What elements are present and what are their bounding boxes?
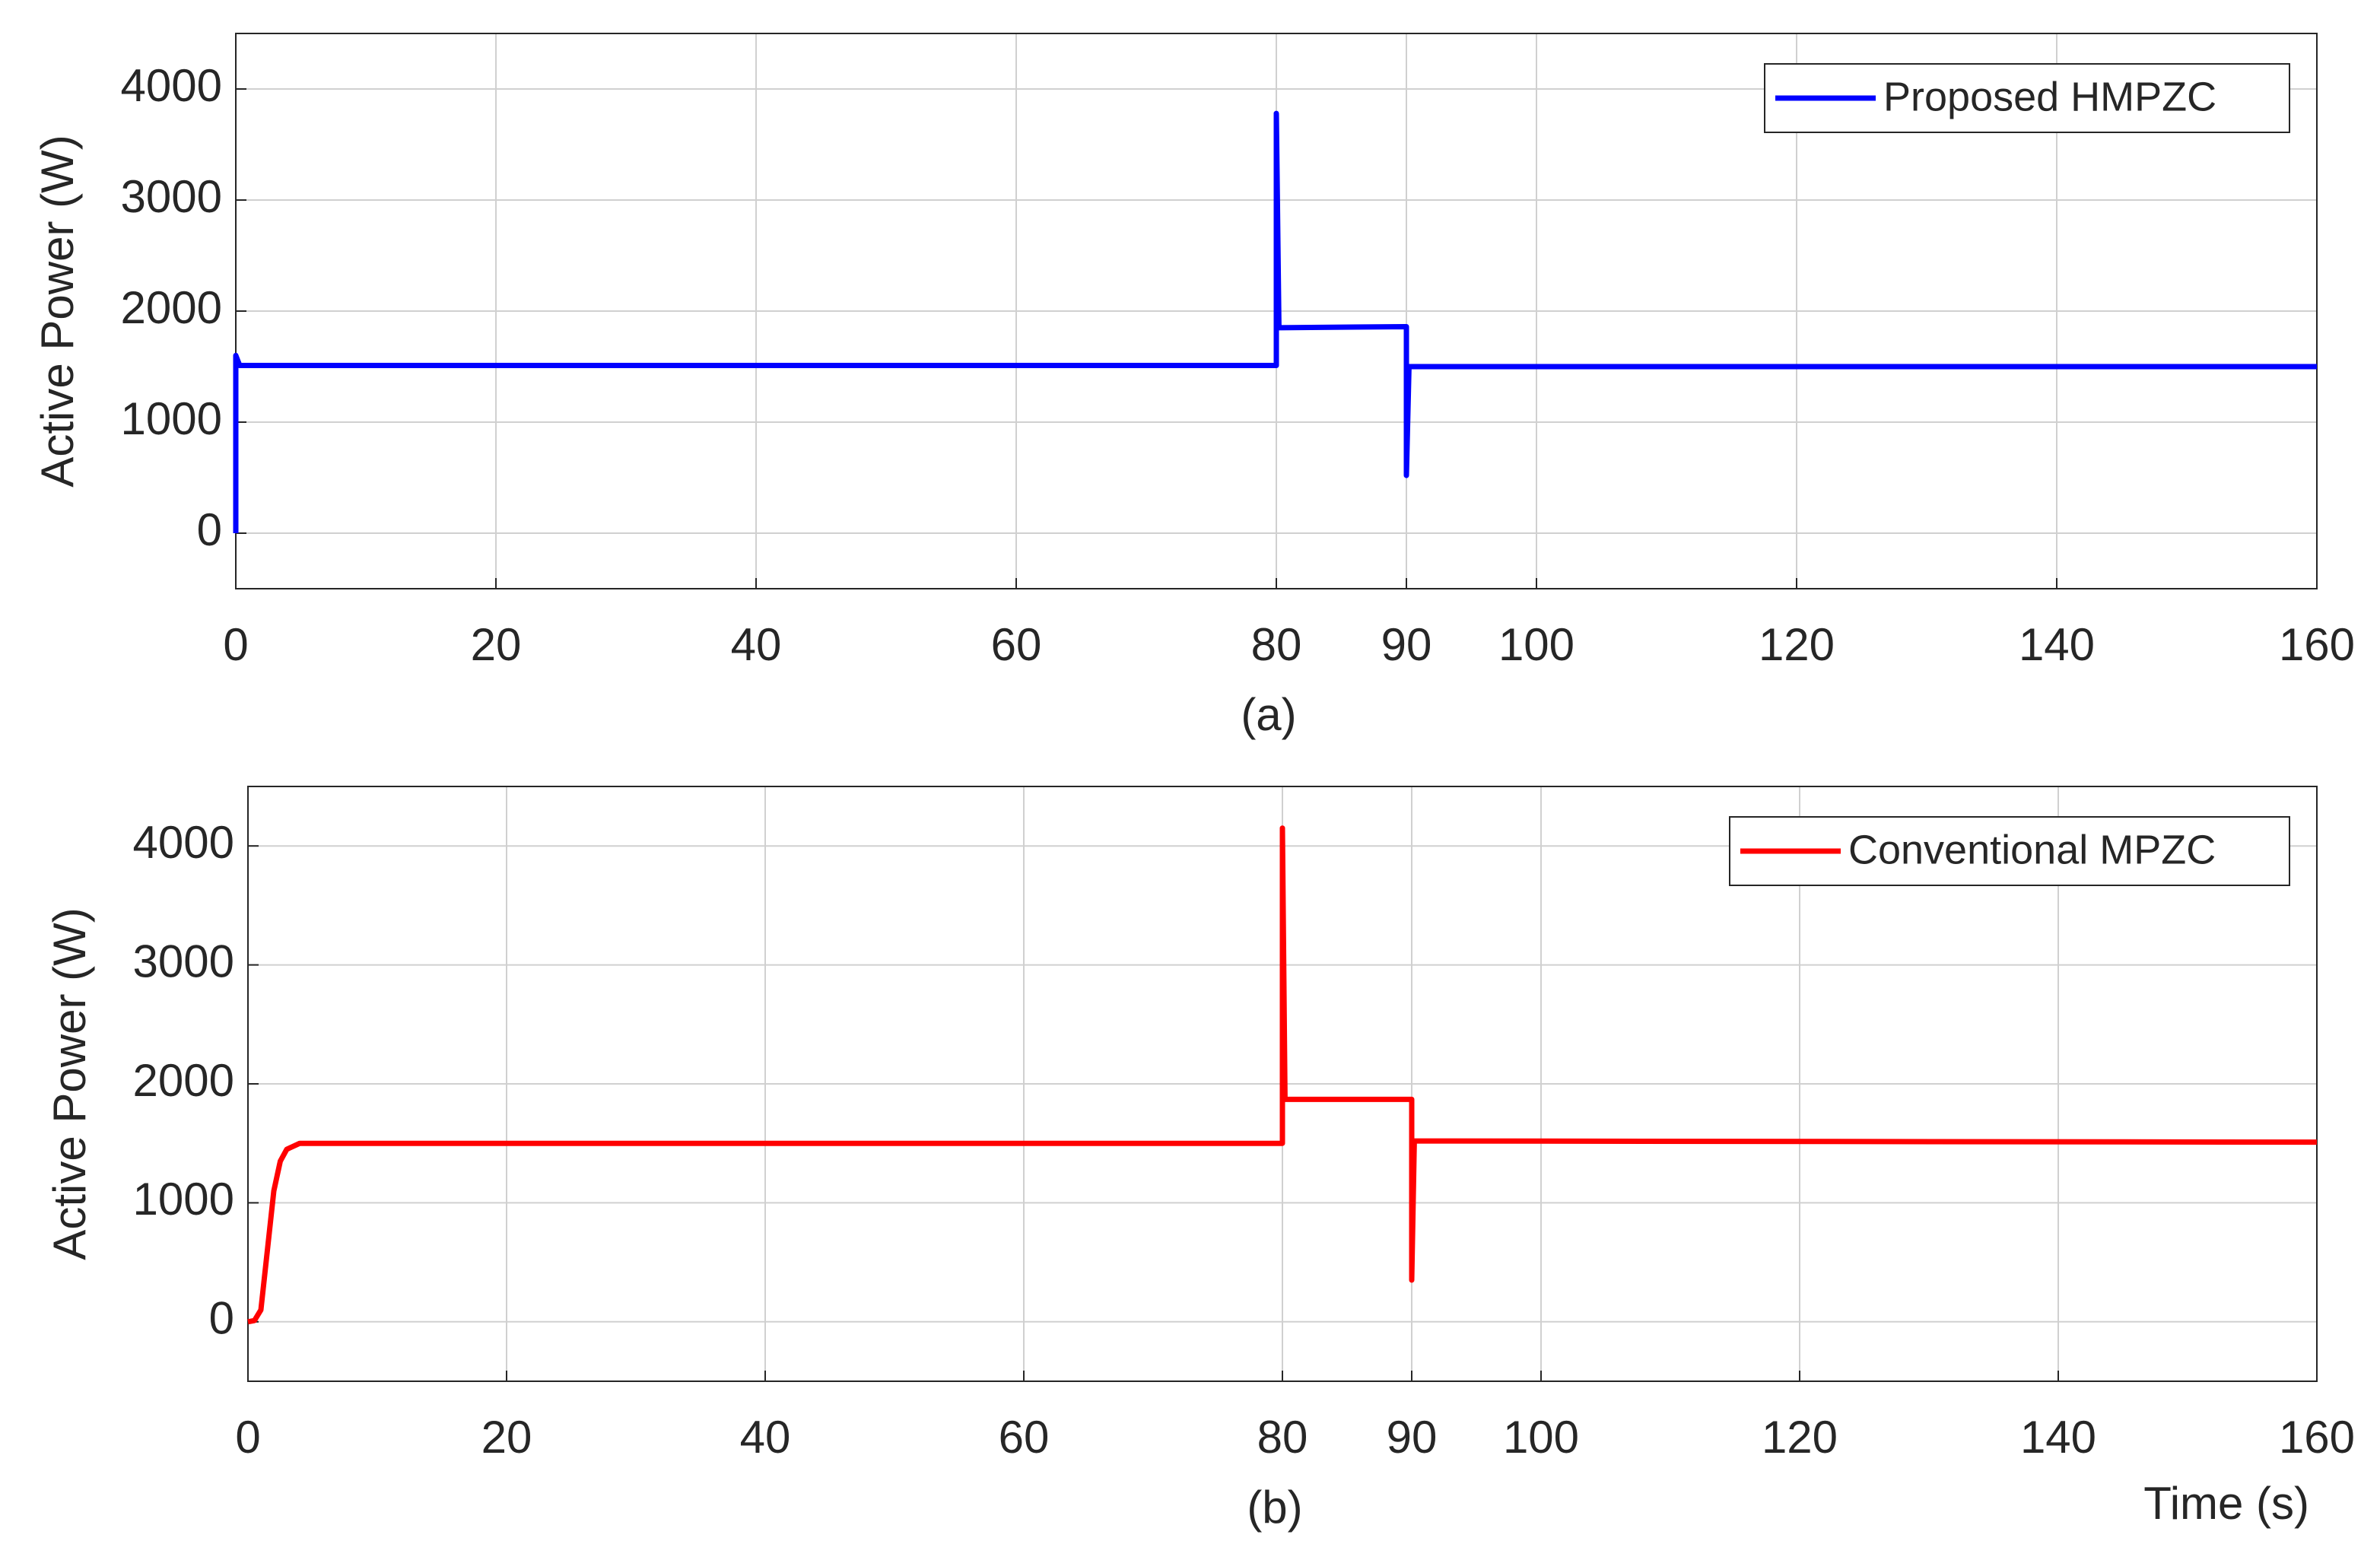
x-tick-label: 140 <box>2020 1412 2096 1463</box>
y-tick-label: 1000 <box>133 1174 234 1225</box>
y-tick-label: 4000 <box>133 817 234 868</box>
x-tick-label: 160 <box>2279 619 2355 670</box>
legend-label: Conventional MPZC <box>1848 827 2216 872</box>
x-tick-label: 20 <box>471 619 522 670</box>
x-tick-label: 0 <box>235 1412 260 1463</box>
x-tick-label: 90 <box>1387 1412 1438 1463</box>
y-tick-label: 2000 <box>133 1055 234 1106</box>
x-tick-label: 80 <box>1251 619 1302 670</box>
x-tick-label: 100 <box>1498 619 1574 670</box>
y-tick-label: 2000 <box>121 282 222 333</box>
x-axis-label: (b) <box>1247 1482 1302 1533</box>
x-tick-label: 40 <box>731 619 782 670</box>
x-tick-label: 0 <box>223 619 248 670</box>
x-tick-label: 100 <box>1503 1412 1579 1463</box>
y-tick-label: 3000 <box>133 936 234 987</box>
y-tick-label: 0 <box>197 504 222 555</box>
plot-frame <box>235 33 2318 589</box>
y-tick-label: 1000 <box>121 393 222 444</box>
data-line <box>247 825 2318 1325</box>
x-tick-label: 160 <box>2279 1412 2355 1463</box>
x-axis-label: (a) <box>1241 689 1296 740</box>
legend-box <box>1764 63 2290 133</box>
x-tick-label: 60 <box>999 1412 1050 1463</box>
y-tick-label: 3000 <box>121 171 222 222</box>
x-tick-label: 140 <box>2019 619 2095 670</box>
plot-frame <box>247 786 2318 1382</box>
y-tick-label: 4000 <box>121 60 222 111</box>
y-tick-label: 0 <box>209 1293 234 1344</box>
x-tick-label: 20 <box>481 1412 532 1463</box>
x-tick-label: 80 <box>1257 1412 1308 1463</box>
x-tick-label: 120 <box>1759 619 1835 670</box>
x-tick-label: 60 <box>991 619 1042 670</box>
data-line <box>233 110 2317 533</box>
x-tick-label: 40 <box>740 1412 791 1463</box>
x-axis-title: Time (s) <box>2143 1478 2309 1529</box>
x-tick-label: 90 <box>1381 619 1432 670</box>
legend-label: Proposed HMPZC <box>1883 74 2216 119</box>
y-axis-label: Active Power (W) <box>44 907 95 1260</box>
y-axis-label: Active Power (W) <box>32 135 83 487</box>
x-tick-label: 120 <box>1762 1412 1838 1463</box>
